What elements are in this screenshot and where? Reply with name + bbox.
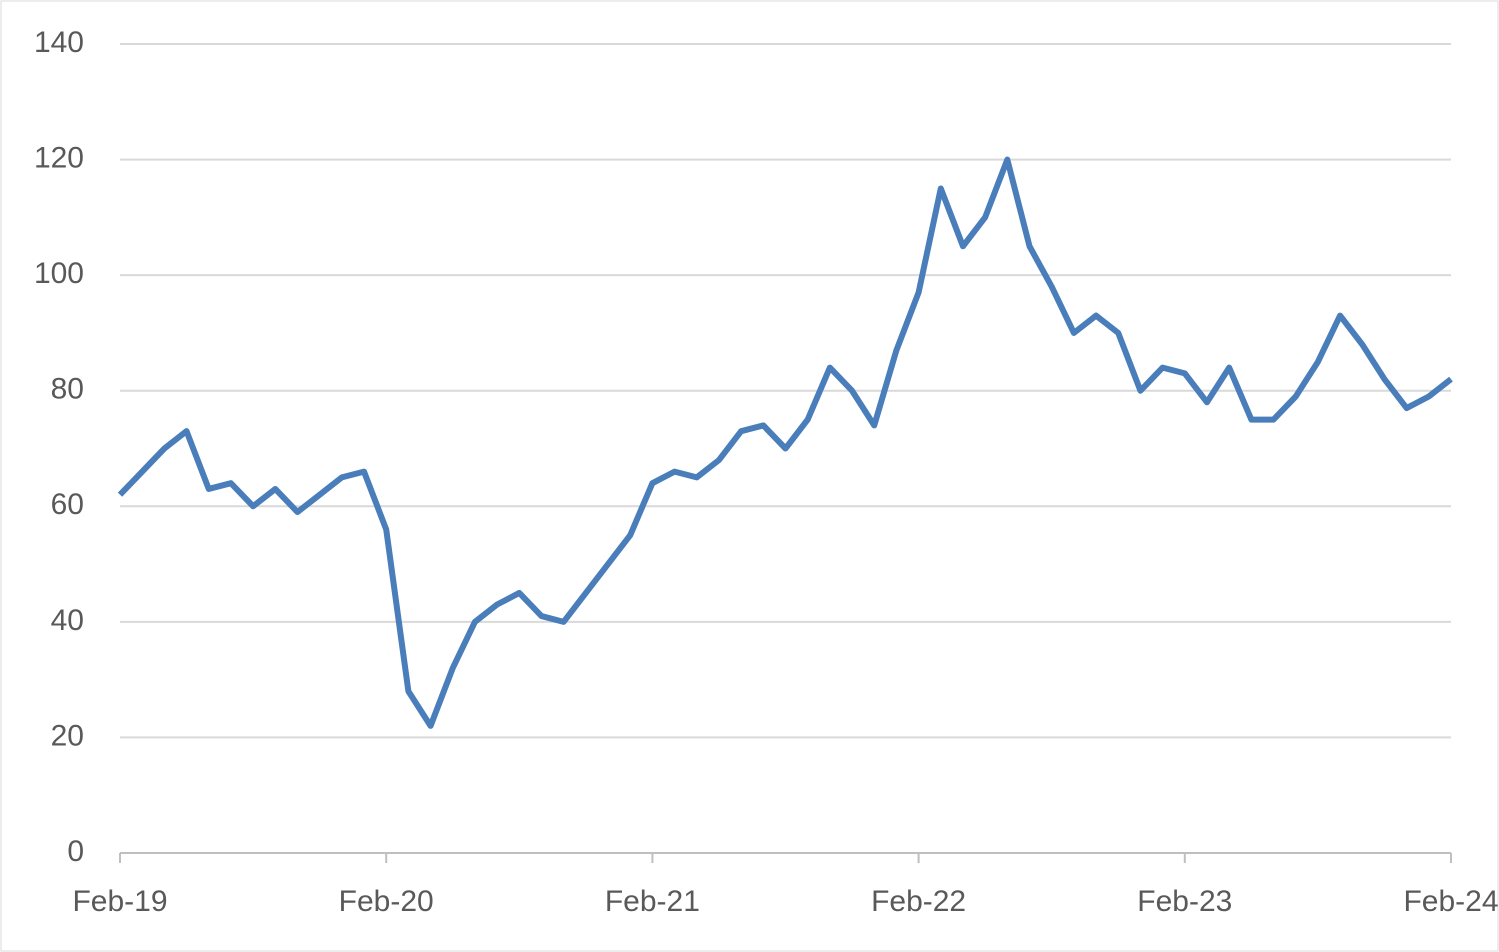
- x-tick-label: Feb-24: [1403, 885, 1498, 918]
- y-tick-label: 120: [34, 141, 84, 174]
- y-tick-label: 40: [51, 604, 84, 637]
- y-tick-label: 80: [51, 373, 84, 406]
- y-tick-label: 20: [51, 719, 84, 752]
- x-tick-label: Feb-19: [72, 885, 167, 918]
- data-line: [117, 156, 1453, 729]
- x-tick-label: Feb-20: [339, 885, 434, 918]
- x-tick-label: Feb-22: [871, 885, 966, 918]
- y-tick-label: 100: [34, 257, 84, 290]
- y-tick-label: 0: [67, 835, 84, 868]
- x-tick-label: Feb-23: [1137, 885, 1232, 918]
- y-tick-label: 60: [51, 488, 84, 521]
- y-tick-label: 140: [34, 26, 84, 59]
- x-tick-label: Feb-21: [605, 885, 700, 918]
